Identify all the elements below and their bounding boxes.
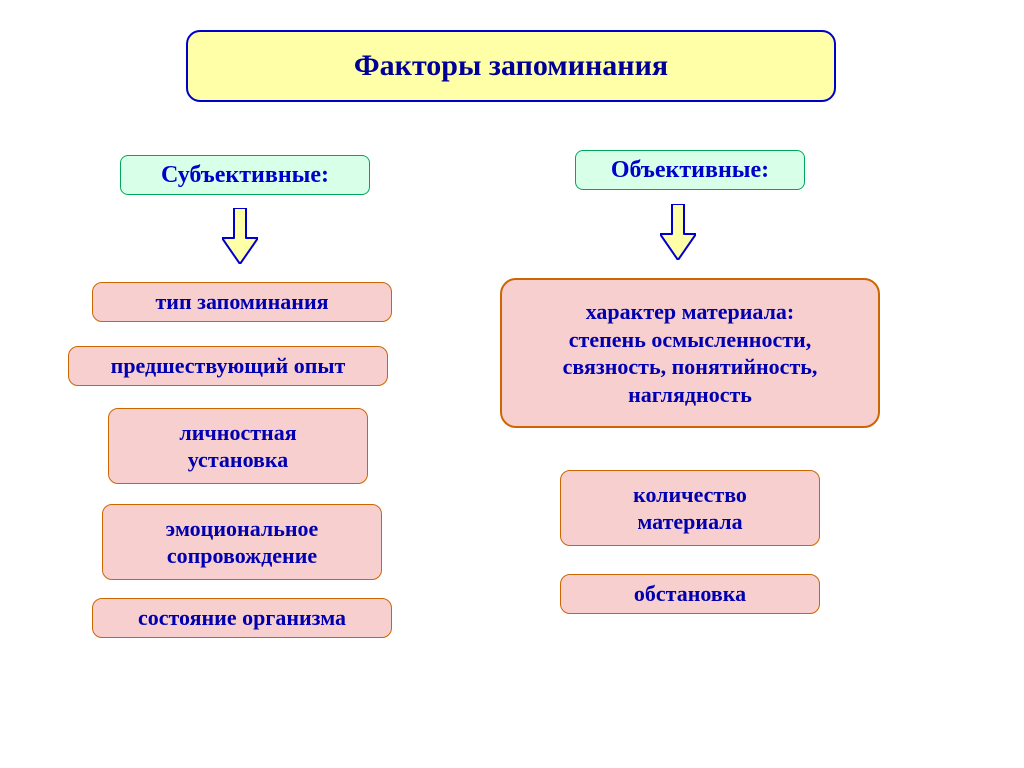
left-item-1: тип запоминания xyxy=(92,282,392,322)
right-item-2-text: количество материала xyxy=(633,481,747,536)
diagram-title: Факторы запоминания xyxy=(186,30,836,102)
left-item-2-text: предшествующий опыт xyxy=(111,352,346,380)
category-subjective-label: Субъективные: xyxy=(161,160,329,190)
right-item-1-text: характер материала: степень осмысленност… xyxy=(563,298,818,408)
category-subjective: Субъективные: xyxy=(120,155,370,195)
right-item-2: количество материала xyxy=(560,470,820,546)
left-item-4-text: эмоциональное сопровождение xyxy=(166,515,319,570)
left-item-5-text: состояние организма xyxy=(138,604,346,632)
right-item-3: обстановка xyxy=(560,574,820,614)
left-item-4: эмоциональное сопровождение xyxy=(102,504,382,580)
arrow-down-right xyxy=(660,204,696,260)
left-item-2: предшествующий опыт xyxy=(68,346,388,386)
diagram-title-text: Факторы запоминания xyxy=(354,47,668,85)
category-objective: Объективные: xyxy=(575,150,805,190)
arrow-down-left xyxy=(222,208,258,264)
left-item-5: состояние организма xyxy=(92,598,392,638)
right-item-3-text: обстановка xyxy=(634,580,746,608)
left-item-1-text: тип запоминания xyxy=(155,288,328,316)
right-item-1: характер материала: степень осмысленност… xyxy=(500,278,880,428)
left-item-3: личностная установка xyxy=(108,408,368,484)
category-objective-label: Объективные: xyxy=(611,155,769,185)
left-item-3-text: личностная установка xyxy=(179,419,296,474)
